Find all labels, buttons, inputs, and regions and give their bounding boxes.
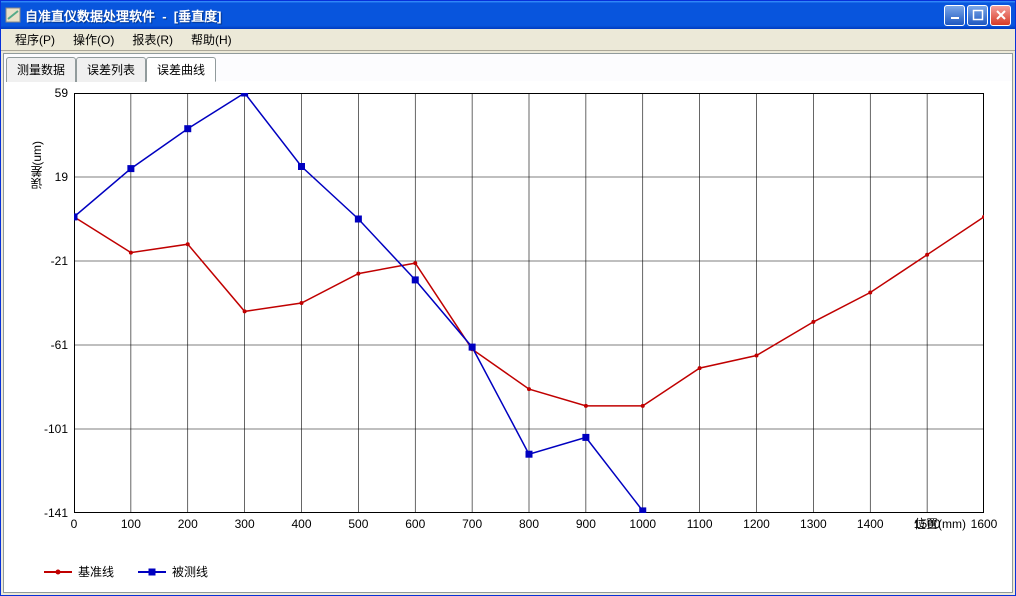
x-tick-label: 200 bbox=[178, 517, 198, 531]
tab-strip: 测量数据 误差列表 误差曲线 bbox=[4, 54, 1012, 81]
x-tick-label: 1300 bbox=[800, 517, 827, 531]
x-tick-label: 1600 bbox=[971, 517, 998, 531]
menu-program[interactable]: 程序(P) bbox=[7, 29, 63, 50]
x-tick-label: 600 bbox=[405, 517, 425, 531]
x-tick-label: 500 bbox=[348, 517, 368, 531]
tab-error-list[interactable]: 误差列表 bbox=[76, 57, 146, 82]
x-tick-label: 900 bbox=[576, 517, 596, 531]
y-tick-label: 59 bbox=[28, 86, 68, 100]
x-tick-label: 0 bbox=[71, 517, 78, 531]
menu-help[interactable]: 帮助(H) bbox=[183, 29, 240, 50]
x-tick-label: 100 bbox=[121, 517, 141, 531]
legend-item-measured: 被测线 bbox=[138, 563, 208, 580]
tab-error-curve[interactable]: 误差曲线 bbox=[146, 57, 216, 82]
x-tick-label: 300 bbox=[235, 517, 255, 531]
close-button[interactable] bbox=[990, 5, 1011, 26]
tab-measure-data[interactable]: 测量数据 bbox=[6, 57, 76, 82]
y-tick-label: 19 bbox=[28, 170, 68, 184]
window-title: 自准直仪数据处理软件 - [垂直度] bbox=[25, 6, 944, 25]
legend-label: 基准线 bbox=[78, 563, 114, 580]
chart-plot bbox=[74, 93, 984, 513]
legend-label: 被测线 bbox=[172, 563, 208, 580]
menubar: 程序(P) 操作(O) 报表(R) 帮助(H) bbox=[1, 29, 1015, 51]
y-tick-label: -141 bbox=[28, 506, 68, 520]
x-tick-label: 400 bbox=[291, 517, 311, 531]
app-icon bbox=[5, 7, 21, 23]
x-tick-label: 1500 bbox=[914, 517, 941, 531]
x-tick-label: 700 bbox=[462, 517, 482, 531]
chart-legend: 基准线 被测线 bbox=[44, 563, 208, 580]
x-tick-label: 1000 bbox=[629, 517, 656, 531]
chart-panel: 误差(um) 位置(mm) 基准线 被测线 -141-101-61-211959… bbox=[4, 80, 1012, 592]
menu-operate[interactable]: 操作(O) bbox=[65, 29, 122, 50]
titlebar: 自准直仪数据处理软件 - [垂直度] bbox=[1, 1, 1015, 29]
maximize-button[interactable] bbox=[967, 5, 988, 26]
x-tick-label: 800 bbox=[519, 517, 539, 531]
y-tick-label: -101 bbox=[28, 422, 68, 436]
x-tick-label: 1200 bbox=[743, 517, 770, 531]
legend-item-baseline: 基准线 bbox=[44, 563, 114, 580]
y-tick-label: -61 bbox=[28, 338, 68, 352]
x-tick-label: 1400 bbox=[857, 517, 884, 531]
x-tick-label: 1100 bbox=[687, 517, 713, 531]
minimize-button[interactable] bbox=[944, 5, 965, 26]
y-tick-label: -21 bbox=[28, 254, 68, 268]
menu-report[interactable]: 报表(R) bbox=[124, 29, 181, 50]
